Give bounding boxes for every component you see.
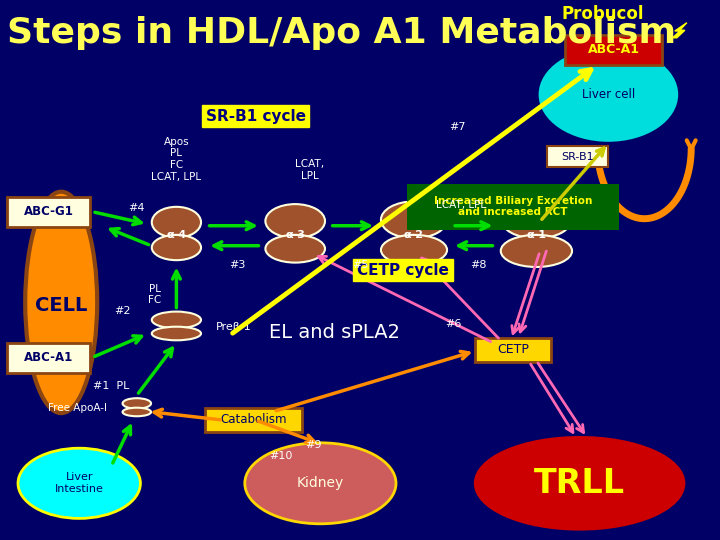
Text: Apos
PL
FC
LCAT, LPL: Apos PL FC LCAT, LPL	[151, 137, 202, 181]
Text: LCAT, LPL: LCAT, LPL	[436, 200, 486, 210]
Text: #6: #6	[446, 319, 462, 329]
Text: Steps in HDL/Apo A1 Metabolism: Steps in HDL/Apo A1 Metabolism	[7, 16, 676, 50]
Ellipse shape	[152, 312, 201, 328]
Text: α-3: α-3	[285, 230, 305, 240]
Text: Catabolism: Catabolism	[220, 413, 287, 426]
Text: α-4: α-4	[166, 230, 186, 240]
Text: PL
FC: PL FC	[148, 284, 161, 305]
Polygon shape	[672, 23, 687, 38]
Ellipse shape	[266, 204, 325, 238]
Text: #1  PL: #1 PL	[94, 381, 130, 391]
Text: CELL: CELL	[35, 295, 87, 315]
Text: ABC-A1: ABC-A1	[24, 351, 73, 364]
Ellipse shape	[152, 327, 201, 340]
Text: #3: #3	[230, 260, 246, 269]
Bar	[547, 146, 608, 167]
Ellipse shape	[152, 235, 201, 260]
Text: #2: #2	[114, 306, 130, 315]
Ellipse shape	[381, 201, 447, 238]
Text: TRLL: TRLL	[534, 467, 625, 500]
Text: Free ApoA-I: Free ApoA-I	[48, 403, 107, 413]
Ellipse shape	[245, 443, 396, 524]
Text: EL and sPLA2: EL and sPLA2	[269, 322, 400, 342]
Text: #8: #8	[471, 260, 487, 269]
Ellipse shape	[540, 49, 677, 140]
Text: SR-B1: SR-B1	[562, 152, 594, 161]
Text: α-1: α-1	[526, 230, 546, 240]
Text: Liver cell: Liver cell	[582, 88, 635, 101]
Text: #7: #7	[449, 122, 465, 132]
Text: #5: #5	[352, 260, 368, 269]
Bar	[7, 197, 90, 227]
Ellipse shape	[18, 448, 140, 518]
Text: Increased Biliary Excretion
and increased RCT: Increased Biliary Excretion and increase…	[434, 195, 592, 217]
Bar	[205, 408, 302, 432]
Text: #10: #10	[269, 451, 292, 461]
Text: Preβ-1: Preβ-1	[216, 322, 252, 332]
Ellipse shape	[381, 235, 447, 265]
Ellipse shape	[501, 235, 572, 267]
Text: Probucol: Probucol	[562, 5, 644, 23]
Ellipse shape	[266, 235, 325, 262]
Ellipse shape	[25, 192, 97, 413]
Text: CETP cycle: CETP cycle	[357, 262, 449, 278]
Ellipse shape	[122, 398, 151, 409]
Text: ABC-A1: ABC-A1	[588, 43, 640, 56]
Text: LCAT,
LPL: LCAT, LPL	[295, 159, 324, 181]
Ellipse shape	[475, 437, 684, 529]
Ellipse shape	[122, 408, 151, 416]
Text: Kidney: Kidney	[297, 476, 344, 490]
Text: ABC-G1: ABC-G1	[24, 205, 73, 218]
Ellipse shape	[152, 207, 201, 238]
Text: CETP: CETP	[497, 343, 529, 356]
Ellipse shape	[501, 199, 572, 239]
Bar	[407, 184, 619, 230]
Text: #4: #4	[129, 203, 145, 213]
Bar	[565, 35, 662, 65]
Text: #9: #9	[305, 441, 321, 450]
Bar	[475, 338, 551, 362]
Bar	[7, 343, 90, 373]
Text: SR-B1 cycle: SR-B1 cycle	[206, 109, 305, 124]
Text: α-2: α-2	[404, 230, 424, 240]
Text: Liver
Intestine: Liver Intestine	[55, 472, 104, 494]
